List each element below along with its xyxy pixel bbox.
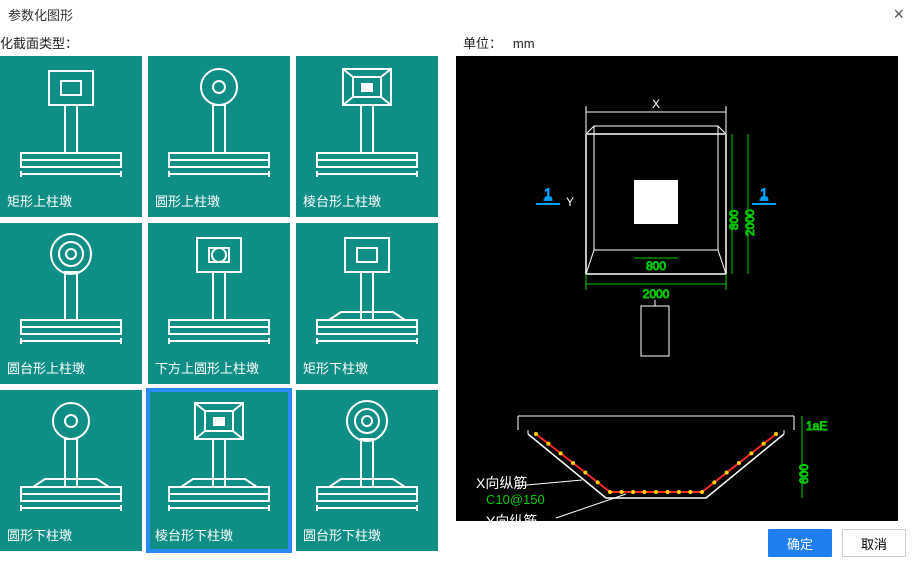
tile-caption: 圆形下柱墩 bbox=[1, 521, 141, 550]
tile-caption: 圆台形上柱墩 bbox=[1, 354, 141, 383]
unit-label: 单位： mm bbox=[463, 33, 535, 52]
svg-text:800: 800 bbox=[646, 259, 666, 273]
tile-caption: 下方上圆形上柱墩 bbox=[149, 354, 289, 383]
tile-ring-top-pier[interactable]: 圆台形上柱墩 bbox=[0, 223, 142, 384]
unit-value: mm bbox=[513, 36, 535, 51]
unit-label-text: 单位： bbox=[463, 36, 502, 51]
tile-thumb bbox=[149, 391, 289, 521]
tile-thumb bbox=[297, 391, 437, 521]
tile-ring-bottom-pier[interactable]: 圆台形下柱墩 bbox=[296, 390, 438, 551]
tile-frustum-top-pier[interactable]: 棱台形上柱墩 bbox=[296, 56, 438, 217]
close-icon[interactable]: × bbox=[887, 4, 910, 25]
svg-text:800: 800 bbox=[727, 210, 741, 230]
cancel-button[interactable]: 取消 bbox=[842, 529, 906, 557]
svg-text:Y: Y bbox=[566, 195, 574, 209]
preview-panel: X Y 1 1 800 2000 bbox=[456, 56, 898, 521]
tile-thumb bbox=[149, 224, 289, 354]
svg-text:1: 1 bbox=[544, 185, 552, 201]
svg-text:2000: 2000 bbox=[643, 287, 670, 301]
tile-circle-bottom-pier[interactable]: 圆形下柱墩 bbox=[0, 390, 142, 551]
tile-frustum-bottom-pier[interactable]: 棱台形下柱墩 bbox=[148, 390, 290, 551]
tile-thumb bbox=[149, 57, 289, 187]
ok-button[interactable]: 确定 bbox=[768, 529, 832, 557]
labels-row: 化截面类型： 单位： mm bbox=[0, 28, 918, 56]
window-title: 参数化图形 bbox=[8, 5, 73, 24]
tile-caption: 棱台形下柱墩 bbox=[149, 521, 289, 550]
svg-text:1aE: 1aE bbox=[806, 419, 827, 433]
svg-text:Y向纵筋: Y向纵筋 bbox=[486, 513, 537, 521]
tile-thumb bbox=[1, 57, 141, 187]
title-bar: 参数化图形 × bbox=[0, 0, 918, 28]
svg-text:2000: 2000 bbox=[743, 209, 757, 236]
tile-caption: 棱台形上柱墩 bbox=[297, 187, 437, 216]
tile-thumb bbox=[297, 224, 437, 354]
tile-caption: 圆台形下柱墩 bbox=[297, 521, 437, 550]
svg-text:1: 1 bbox=[760, 185, 768, 201]
tile-rect-bottom-pier[interactable]: 矩形下柱墩 bbox=[296, 223, 438, 384]
tile-square-ring-top-pier[interactable]: 下方上圆形上柱墩 bbox=[148, 223, 290, 384]
dialog-footer: 确定 取消 bbox=[768, 529, 906, 557]
preview-drawing: X Y 1 1 800 2000 bbox=[456, 56, 898, 521]
svg-text:600: 600 bbox=[797, 464, 811, 484]
tile-rect-top-pier[interactable]: 矩形上柱墩 bbox=[0, 56, 142, 217]
tile-caption: 圆形上柱墩 bbox=[149, 187, 289, 216]
tile-thumb bbox=[297, 57, 437, 187]
tile-thumb bbox=[1, 224, 141, 354]
tile-thumb bbox=[1, 391, 141, 521]
tile-circle-top-pier[interactable]: 圆形上柱墩 bbox=[148, 56, 290, 217]
svg-text:X: X bbox=[652, 97, 660, 111]
tile-caption: 矩形下柱墩 bbox=[297, 354, 437, 383]
svg-text:X向纵筋: X向纵筋 bbox=[476, 475, 527, 491]
section-grid: 矩形上柱墩圆形上柱墩棱台形上柱墩圆台形上柱墩下方上圆形上柱墩矩形下柱墩圆形下柱墩… bbox=[0, 56, 438, 521]
content: 矩形上柱墩圆形上柱墩棱台形上柱墩圆台形上柱墩下方上圆形上柱墩矩形下柱墩圆形下柱墩… bbox=[0, 56, 918, 521]
tile-caption: 矩形上柱墩 bbox=[1, 187, 141, 216]
svg-text:C10@150: C10@150 bbox=[486, 492, 545, 507]
section-type-label: 化截面类型： bbox=[0, 33, 78, 52]
